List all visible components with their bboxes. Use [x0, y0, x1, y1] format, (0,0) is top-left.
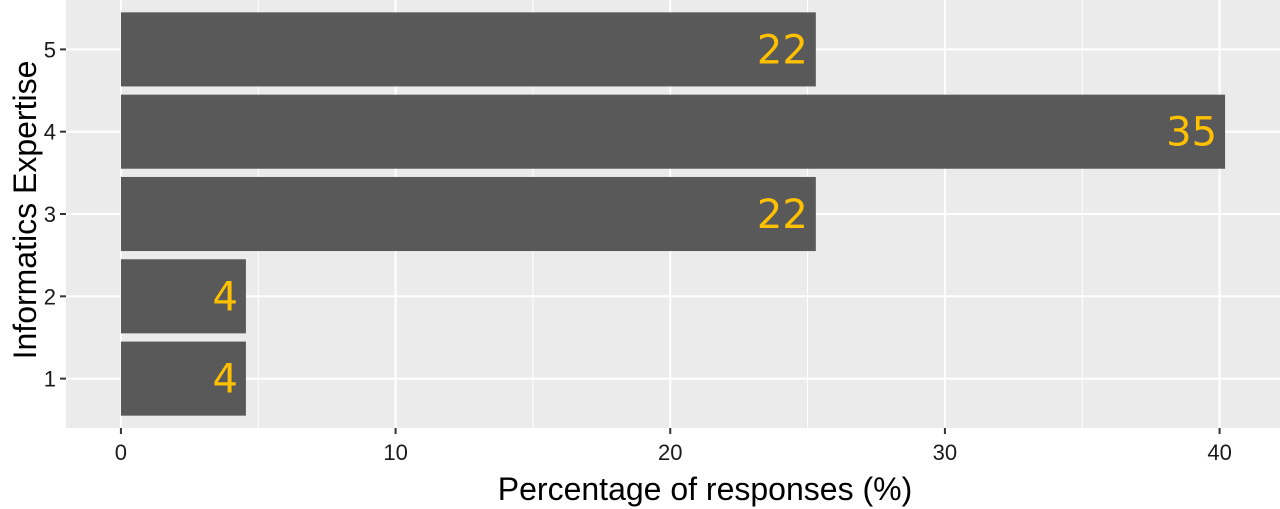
data-label-5: 22	[757, 27, 808, 73]
bar-3	[120, 176, 816, 252]
data-label-3: 22	[757, 192, 808, 238]
bars	[120, 12, 1226, 416]
x-tick-label: 20	[658, 440, 682, 465]
bar-2	[120, 259, 246, 334]
y-tick-label: 3	[44, 202, 56, 227]
x-tick-label: 0	[115, 440, 127, 465]
y-tick-label: 5	[44, 37, 56, 62]
y-axis-title: Informatics Expertise	[7, 61, 43, 360]
data-labels: 4 4 22 35 22	[212, 27, 1217, 402]
y-axis-ticks: 1 2 3 4 5	[44, 37, 66, 392]
data-label-2: 4	[212, 274, 237, 320]
y-tick-label: 4	[44, 120, 56, 145]
x-tick-label: 30	[933, 440, 957, 465]
x-tick-label: 10	[383, 440, 407, 465]
x-axis-title: Percentage of responses (%)	[498, 471, 912, 507]
y-tick-label: 1	[44, 367, 56, 392]
x-tick-label: 40	[1207, 440, 1231, 465]
data-label-1: 4	[212, 357, 237, 403]
bar-5	[120, 12, 816, 87]
bar-4	[120, 94, 1226, 169]
y-tick-label: 2	[44, 284, 56, 309]
x-axis-ticks: 0 10 20 30 40	[115, 428, 1232, 465]
data-label-4: 35	[1166, 110, 1217, 156]
bar-1	[120, 341, 246, 416]
